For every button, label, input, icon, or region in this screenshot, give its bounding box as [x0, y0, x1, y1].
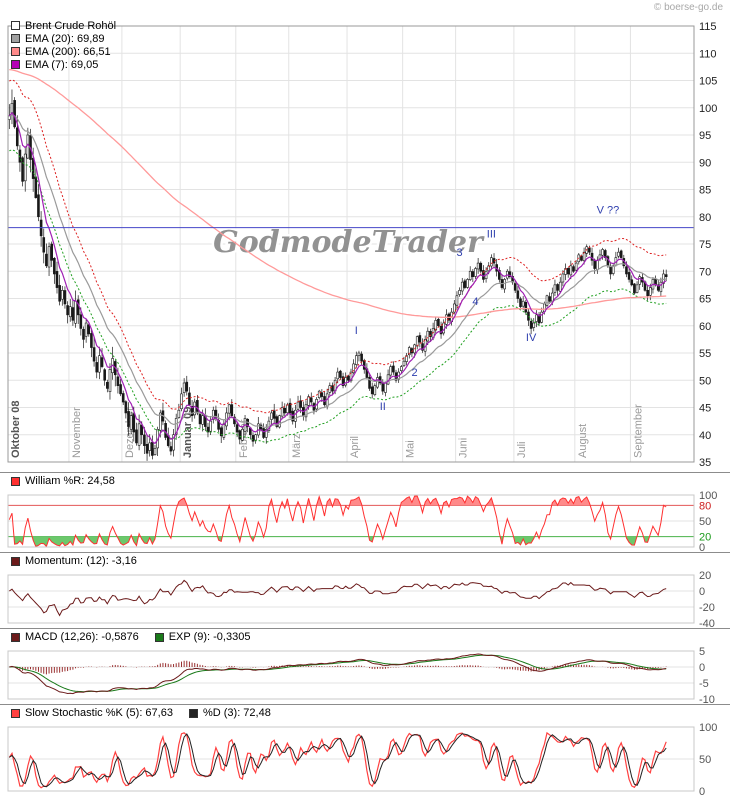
momentum-legend: Momentum: (12): -3,16: [0, 552, 730, 569]
price-panel: 35 40 45 50 55 60 65 70 75 80 85 90 95 100 105 110 115 Ok…: [0, 14, 730, 472]
svg-text:70: 70: [699, 266, 711, 278]
stochastic-d-label: %D (3): 72,48: [202, 707, 271, 719]
svg-text:65: 65: [699, 294, 711, 306]
svg-text:2: 2: [412, 367, 418, 379]
svg-text:Oktober 08: Oktober 08: [10, 401, 22, 458]
macd-panel: MACD (12,26): -0,5876 EXP (9): -0,3305 5…: [0, 628, 730, 705]
svg-text:Februar: Februar: [238, 419, 250, 458]
svg-text:I: I: [355, 325, 358, 337]
svg-text:100: 100: [699, 103, 717, 115]
price-candlestick-chart: 35 40 45 50 55 60 65 70 75 80 85 90 95 100 105 110 115 Ok…: [7, 21, 717, 469]
legend-item-ema200: EMA (200): 66,51: [11, 45, 116, 58]
momentum-chart: 20 0 -20 -40: [7, 570, 715, 629]
svg-text:75: 75: [699, 239, 711, 251]
svg-text:Mai: Mai: [405, 440, 417, 458]
svg-text:0: 0: [699, 542, 705, 553]
svg-text:40: 40: [699, 430, 711, 442]
svg-text:April: April: [349, 436, 361, 458]
svg-text:50: 50: [699, 375, 711, 387]
svg-text:III: III: [487, 228, 496, 240]
macd-signal-label: EXP (9): -0,3305: [168, 631, 251, 643]
svg-text:35: 35: [699, 457, 711, 469]
svg-text:50: 50: [699, 516, 711, 528]
svg-text:20: 20: [699, 532, 711, 544]
svg-text:20: 20: [699, 570, 711, 582]
svg-text:90: 90: [699, 157, 711, 169]
svg-text:110: 110: [699, 48, 717, 60]
svg-text:-20: -20: [699, 602, 715, 614]
svg-text:5: 5: [699, 646, 705, 658]
ema7-swatch: [11, 60, 20, 69]
svg-text:März: März: [291, 434, 303, 458]
legend-item-instrument: Brent Crude Rohöl: [11, 19, 116, 32]
macd-legend: MACD (12,26): -0,5876 EXP (9): -0,3305: [0, 628, 730, 645]
macd-swatch: [11, 632, 20, 642]
svg-text:80: 80: [699, 500, 711, 512]
svg-text:Januar 09: Januar 09: [182, 407, 194, 458]
svg-text:September: September: [632, 404, 644, 458]
svg-text:80: 80: [699, 212, 711, 224]
svg-text:August: August: [577, 424, 589, 458]
momentum-swatch: [11, 556, 20, 566]
williams-panel: William %R: 24,58 100 80 50 20 0: [0, 472, 730, 553]
price-legend: Brent Crude Rohöl EMA (20): 69,89 EMA (2…: [11, 19, 116, 71]
stochastic-panel: Slow Stochastic %K (5): 67,63 %D (3): 72…: [0, 704, 730, 797]
ema7-label: EMA (7): 69,05: [25, 58, 99, 71]
svg-text:November: November: [71, 407, 83, 458]
stochastic-k-label: Slow Stochastic %K (5): 67,63: [25, 707, 173, 719]
svg-text:V ??: V ??: [597, 204, 620, 216]
ema20-label: EMA (20): 69,89: [25, 32, 105, 45]
svg-text:45: 45: [699, 403, 711, 415]
instrument-label: Brent Crude Rohöl: [25, 19, 117, 32]
ema200-label: EMA (200): 66,51: [25, 45, 111, 58]
svg-text:95: 95: [699, 130, 711, 142]
copyright-label: © boerse-go.de: [653, 2, 723, 13]
svg-text:0: 0: [699, 662, 705, 674]
legend-item-ema7: EMA (7): 69,05: [11, 58, 116, 71]
svg-text:IV: IV: [526, 332, 537, 344]
stochastic-legend: Slow Stochastic %K (5): 67,63 %D (3): 72…: [0, 704, 730, 721]
svg-text:100: 100: [699, 722, 717, 734]
svg-text:-10: -10: [699, 694, 715, 705]
svg-text:II: II: [380, 401, 386, 413]
ema200-swatch: [11, 47, 20, 56]
svg-text:Juli: Juli: [516, 441, 528, 458]
svg-text:55: 55: [699, 348, 711, 360]
svg-text:50: 50: [699, 754, 711, 766]
stochastic-k-swatch: [11, 708, 20, 718]
svg-text:85: 85: [699, 185, 711, 197]
svg-text:0: 0: [699, 786, 705, 797]
williams-legend: William %R: 24,58: [0, 472, 730, 489]
stochastic-chart: 100 50 0: [7, 722, 717, 797]
momentum-panel: Momentum: (12): -3,16 20 0 -20 -40: [0, 552, 730, 629]
svg-text:-5: -5: [699, 678, 709, 690]
svg-text:3: 3: [457, 247, 463, 259]
macd-chart: 5 0 -5 -10: [7, 646, 715, 705]
svg-text:4: 4: [472, 296, 478, 308]
svg-text:115: 115: [699, 21, 717, 33]
svg-text:0: 0: [699, 586, 705, 598]
williams-label: William %R: 24,58: [25, 475, 115, 487]
momentum-label: Momentum: (12): -3,16: [25, 555, 137, 567]
svg-text:105: 105: [699, 76, 717, 88]
svg-text:GodmodeTrader: GodmodeTrader: [213, 225, 485, 260]
instrument-swatch: [11, 21, 20, 30]
stochastic-d-swatch: [188, 708, 198, 718]
ema20-swatch: [11, 34, 20, 43]
svg-text:-40: -40: [699, 618, 715, 629]
legend-item-ema20: EMA (20): 69,89: [11, 32, 116, 45]
williams-swatch: [11, 476, 20, 486]
macd-label: MACD (12,26): -0,5876: [25, 631, 139, 643]
svg-text:100: 100: [699, 490, 717, 502]
macd-signal-swatch: [154, 632, 164, 642]
svg-text:60: 60: [699, 321, 711, 333]
svg-text:Juni: Juni: [458, 438, 470, 458]
